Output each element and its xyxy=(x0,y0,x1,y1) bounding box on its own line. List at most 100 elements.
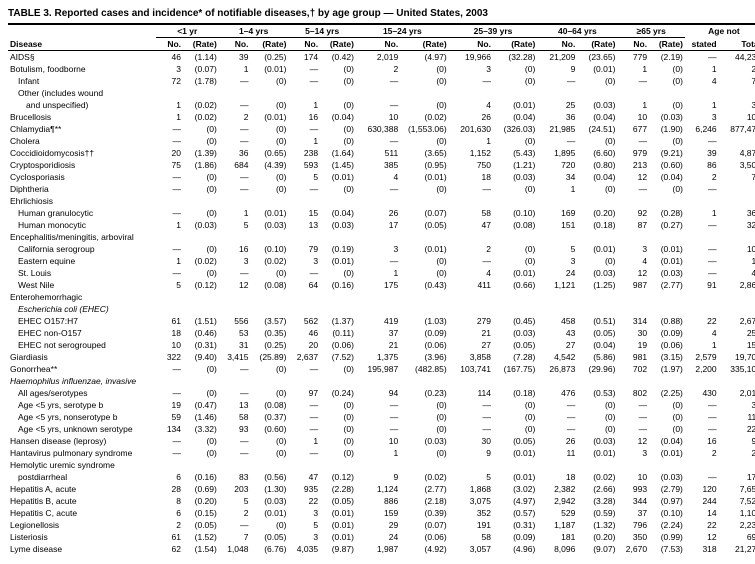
data-cell: (0) xyxy=(577,183,617,195)
data-cell xyxy=(493,195,537,207)
data-cell: — xyxy=(156,387,183,399)
data-cell: 7 xyxy=(219,531,251,543)
data-cell: (0) xyxy=(250,183,288,195)
data-cell xyxy=(219,291,251,303)
table-row: All ages/serotypes—(0)—(0)97(0.24)94(0.2… xyxy=(8,387,755,399)
data-cell: — xyxy=(685,255,719,267)
data-cell: 344 xyxy=(617,495,649,507)
data-cell xyxy=(219,375,251,387)
data-cell: 3 xyxy=(537,255,577,267)
data-cell: (0.01) xyxy=(577,243,617,255)
data-cell xyxy=(719,291,755,303)
disease-name: Hemolytic uremic syndrome xyxy=(8,459,156,471)
data-cell xyxy=(219,459,251,471)
data-cell: — xyxy=(219,519,251,531)
data-cell xyxy=(400,195,449,207)
data-cell: 2,670 xyxy=(617,543,649,555)
data-cell: (4.96) xyxy=(493,543,537,555)
data-cell xyxy=(493,231,537,243)
data-cell: (0.02) xyxy=(400,471,449,483)
data-cell: 30 xyxy=(449,435,493,447)
data-cell: (0.06) xyxy=(400,339,449,351)
data-cell: 43 xyxy=(537,327,577,339)
data-cell: 3,858 xyxy=(449,351,493,363)
data-cell: (0) xyxy=(250,519,288,531)
data-cell: (0) xyxy=(400,63,449,75)
data-cell: 12 xyxy=(617,267,649,279)
table-row: Escherichia coli (EHEC) xyxy=(8,303,755,315)
data-cell: (0.10) xyxy=(250,243,288,255)
data-cell xyxy=(577,195,617,207)
data-cell: (0.04) xyxy=(649,435,685,447)
table-row: and unspecified)1(0.02)—(0)1(0)—(0)4(0.0… xyxy=(8,99,755,111)
data-cell xyxy=(685,303,719,315)
data-cell: (0.03) xyxy=(577,267,617,279)
disease-name: Age <5 yrs, nonserotype b xyxy=(8,411,156,423)
rate-header: (Rate) xyxy=(400,38,449,51)
table-row: Botulism, foodborne3(0.07)1(0.01)—(0)2(0… xyxy=(8,63,755,75)
rate-header: (Rate) xyxy=(183,38,219,51)
data-cell: — xyxy=(617,411,649,423)
data-cell: 103,741 xyxy=(449,363,493,375)
data-cell: (1.90) xyxy=(649,123,685,135)
data-cell: — xyxy=(537,75,577,87)
data-cell: 178 xyxy=(719,471,755,483)
data-cell: 92 xyxy=(617,207,649,219)
data-cell: 981 xyxy=(617,351,649,363)
data-cell: — xyxy=(219,123,251,135)
data-cell: 227 xyxy=(719,423,755,435)
data-cell: (4.97) xyxy=(400,51,449,64)
data-cell: (2.19) xyxy=(649,51,685,64)
data-cell: 3 xyxy=(449,63,493,75)
data-cell xyxy=(183,195,219,207)
data-cell: 1,152 xyxy=(449,147,493,159)
data-cell: (5.43) xyxy=(493,147,537,159)
data-cell xyxy=(219,303,251,315)
data-cell: — xyxy=(219,99,251,111)
data-cell: 1 xyxy=(685,339,719,351)
disease-name: Infant xyxy=(8,75,156,87)
data-cell: (0.23) xyxy=(400,387,449,399)
data-cell: (0.01) xyxy=(250,111,288,123)
table-row: Age <5 yrs, serotype b19(0.47)13(0.08)—(… xyxy=(8,399,755,411)
data-cell: 58 xyxy=(449,207,493,219)
data-cell: — xyxy=(156,363,183,375)
disease-name: Age <5 yrs, unknown serotype xyxy=(8,423,156,435)
data-cell: 796 xyxy=(617,519,649,531)
data-cell: (0.03) xyxy=(183,219,219,231)
data-cell: — xyxy=(617,135,649,147)
data-cell: 61 xyxy=(156,531,183,543)
data-cell: 2 xyxy=(685,447,719,459)
data-cell: — xyxy=(288,123,320,135)
data-cell: — xyxy=(356,255,400,267)
data-cell: 19,709 xyxy=(719,351,755,363)
data-cell xyxy=(719,459,755,471)
data-cell xyxy=(649,459,685,471)
data-cell: 31 xyxy=(219,339,251,351)
data-cell: 5 xyxy=(288,519,320,531)
data-cell: — xyxy=(685,51,719,64)
data-cell: (0) xyxy=(577,135,617,147)
data-cell: (0.56) xyxy=(250,471,288,483)
data-cell: 2 xyxy=(719,135,755,147)
data-cell: 29 xyxy=(356,519,400,531)
disease-name: Hansen disease (leprosy) xyxy=(8,435,156,447)
data-cell: 117 xyxy=(719,411,755,423)
data-cell: 3,075 xyxy=(449,495,493,507)
data-cell: (0) xyxy=(577,411,617,423)
data-cell: — xyxy=(617,183,649,195)
data-cell: (0) xyxy=(183,183,219,195)
data-cell: (0.06) xyxy=(320,339,356,351)
data-cell xyxy=(577,231,617,243)
data-cell xyxy=(250,195,288,207)
data-cell: 7,526 xyxy=(719,495,755,507)
data-cell: (0.01) xyxy=(250,63,288,75)
data-cell: — xyxy=(449,183,493,195)
data-cell: (0.65) xyxy=(250,147,288,159)
data-cell: 39 xyxy=(685,147,719,159)
data-cell: (1,553.06) xyxy=(400,123,449,135)
table-row: AIDS§46(1.14)39(0.25)174(0.42)2,019(4.97… xyxy=(8,51,755,64)
data-cell: 97 xyxy=(288,387,320,399)
data-cell: (0.46) xyxy=(183,327,219,339)
data-cell: (0.01) xyxy=(320,531,356,543)
